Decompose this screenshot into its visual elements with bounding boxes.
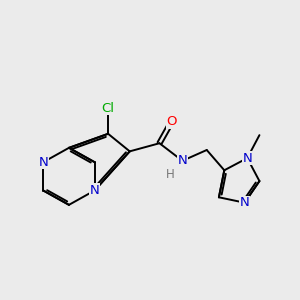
Text: N: N [240,196,249,209]
Text: N: N [242,152,252,165]
Text: N: N [178,154,187,167]
Text: Cl: Cl [102,102,115,115]
Text: H: H [166,168,175,181]
Text: N: N [38,156,48,169]
Text: O: O [167,115,177,128]
Text: N: N [90,184,100,197]
